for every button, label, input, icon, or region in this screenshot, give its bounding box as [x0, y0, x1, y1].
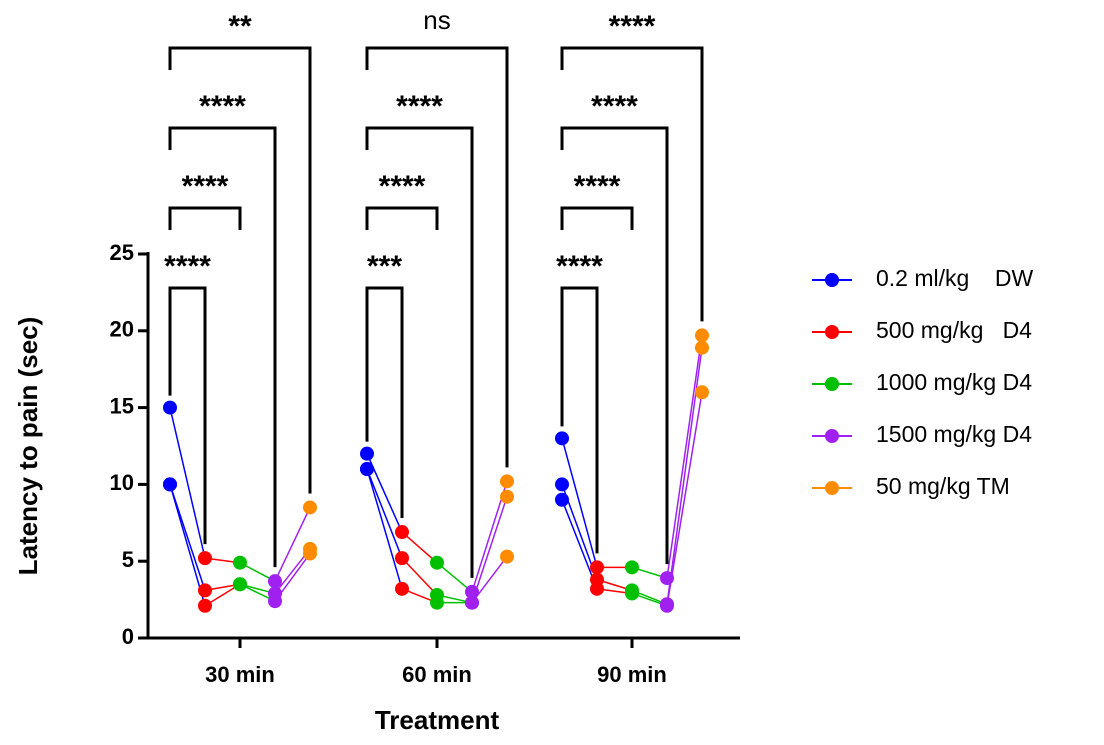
legend-marker [825, 377, 839, 391]
data-point [590, 581, 604, 596]
replicate-line [366, 468, 403, 590]
significance-label: **** [574, 170, 621, 203]
significance-bracket [560, 206, 634, 230]
data-point [395, 581, 409, 596]
significance-label: *** [367, 250, 402, 283]
significance-bracket [168, 206, 242, 230]
x-tick-label: 60 min [402, 662, 472, 687]
data-point [660, 571, 674, 586]
legend-marker [825, 481, 839, 495]
replicate-line [561, 499, 598, 590]
data-point [268, 574, 282, 589]
legend-label: 1500 mg/kg D4 [876, 421, 1032, 447]
data-point [465, 595, 479, 610]
replicate-line [471, 496, 508, 603]
data-point [500, 549, 514, 564]
data-point [555, 477, 569, 492]
data-point [233, 555, 247, 570]
significance-bracket [365, 46, 509, 468]
data-point [660, 598, 674, 613]
replicate-line [666, 347, 703, 605]
replicate-line [436, 562, 473, 593]
significance-bracket [168, 286, 207, 545]
x-axis-title: Treatment [375, 705, 500, 735]
y-tick-label: 0 [122, 624, 134, 649]
significance-label: **** [164, 250, 211, 283]
legend-label: 500 mg/kg D4 [876, 317, 1032, 343]
data-point [233, 577, 247, 592]
data-point [360, 446, 374, 461]
data-point [695, 385, 709, 400]
data-point [695, 340, 709, 355]
significance-label: **** [609, 10, 656, 43]
significance-label: **** [591, 90, 638, 123]
data-point [695, 328, 709, 343]
replicate-line [274, 507, 311, 582]
legend-label: 0.2 ml/kg DW [876, 265, 1033, 291]
significance-bracket [168, 126, 277, 568]
legend-marker [825, 273, 839, 287]
data-point [555, 492, 569, 507]
y-tick-label: 5 [122, 547, 134, 572]
y-tick-label: 20 [110, 317, 134, 342]
x-tick-label: 30 min [205, 662, 275, 687]
significance-label: **** [396, 90, 443, 123]
significance-label: ** [228, 10, 252, 43]
data-point [163, 400, 177, 415]
replicate-line [366, 468, 403, 559]
replicate-line [401, 557, 438, 596]
replicate-line [169, 407, 206, 559]
x-tick-label: 90 min [597, 662, 667, 687]
significance-label: **** [556, 250, 603, 283]
data-point [198, 598, 212, 613]
data-point [555, 431, 569, 446]
data-point [268, 594, 282, 609]
replicate-line [666, 335, 703, 579]
y-tick-label: 10 [110, 470, 134, 495]
significance-label: **** [182, 170, 229, 203]
significance-label: ns [423, 5, 450, 35]
significance-bracket [560, 286, 599, 554]
replicate-line [666, 392, 703, 606]
data-point [198, 583, 212, 598]
legend-label: 1000 mg/kg D4 [876, 369, 1032, 395]
data-point [198, 551, 212, 566]
data-point [625, 560, 639, 575]
data-point [303, 500, 317, 515]
replicate-line [169, 484, 206, 606]
significance-label: **** [199, 90, 246, 123]
data-point [625, 586, 639, 601]
data-point [590, 560, 604, 575]
significance-bracket [365, 286, 404, 519]
significance-bracket [168, 46, 312, 494]
significance-bracket [560, 46, 704, 322]
data-point [395, 525, 409, 540]
significance-label: **** [379, 170, 426, 203]
data-point [430, 595, 444, 610]
legend-marker [825, 325, 839, 339]
data-point [395, 551, 409, 566]
data-point [465, 584, 479, 599]
data-point [303, 546, 317, 561]
data-point [360, 462, 374, 477]
legend-marker [825, 429, 839, 443]
y-tick-label: 25 [110, 240, 134, 265]
data-point [500, 489, 514, 504]
significance-bracket [560, 126, 669, 565]
replicate-line [401, 531, 438, 564]
data-point [430, 555, 444, 570]
legend-label: 50 mg/kg TM [876, 473, 1010, 499]
y-axis-title: Latency to pain (sec) [13, 317, 43, 576]
significance-bracket [365, 126, 474, 578]
replicate-line [561, 438, 598, 568]
data-point [500, 474, 514, 489]
significance-bracket [365, 206, 439, 230]
data-point [163, 477, 177, 492]
y-tick-label: 15 [110, 393, 134, 418]
